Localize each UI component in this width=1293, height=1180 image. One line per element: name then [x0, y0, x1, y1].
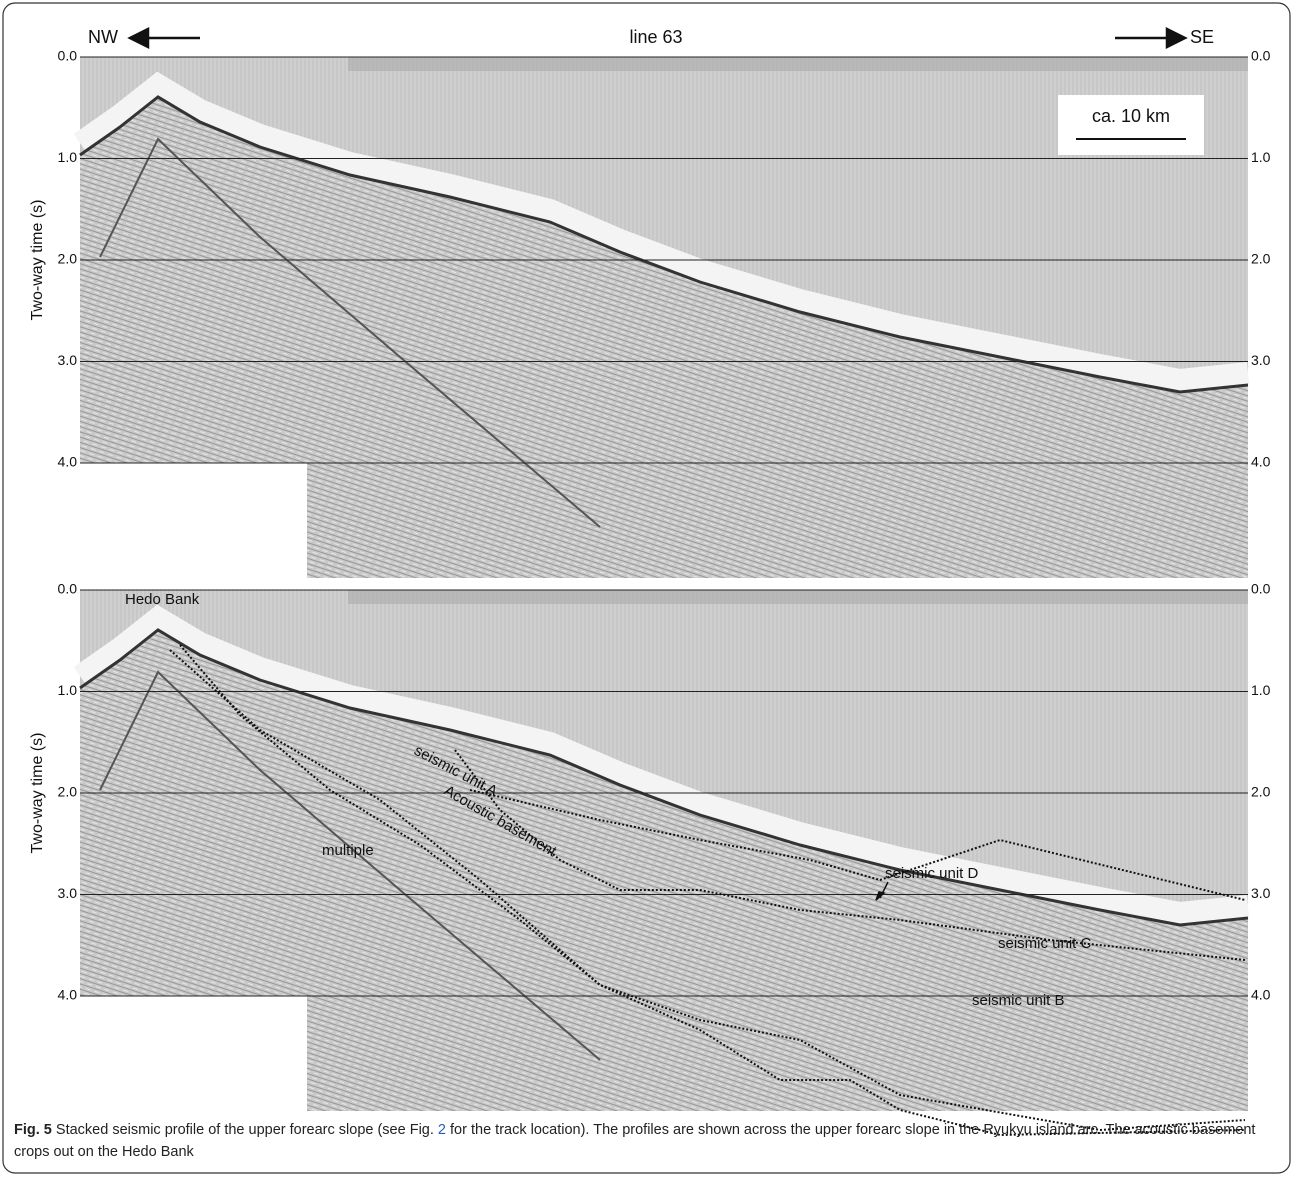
- y-tick-label: 0.0: [1251, 581, 1271, 597]
- page: 0.0 0.0 1.0 1.0 2.0 2.0 3.0 3.0 4.0 4.0 Two-way ti…: [0, 0, 1293, 1180]
- annotation: multiple: [322, 842, 374, 859]
- y-axis-label: Two-way time (s): [29, 200, 46, 321]
- water-noise: [348, 57, 1248, 71]
- annotation: Hedo Bank: [125, 591, 200, 608]
- caption-text: Stacked seismic profile of the upper for…: [56, 1122, 438, 1138]
- y-tick-label: 2.0: [58, 784, 78, 800]
- arrow-right: [1115, 29, 1185, 47]
- y-tick-label: 2.0: [1251, 784, 1271, 800]
- y-tick-label: 3.0: [58, 885, 78, 901]
- direction-se: SE: [1190, 27, 1214, 47]
- y-tick-label: 3.0: [58, 352, 78, 368]
- y-tick-label: 1.0: [1251, 682, 1271, 698]
- profile-title: line 63: [629, 27, 682, 47]
- y-tick-label: 4.0: [1251, 454, 1271, 470]
- y-tick-label: 1.0: [58, 149, 78, 165]
- seismic-panel: 0.0 0.0 1.0 1.0 2.0 2.0 3.0 3.0 4.0 4.0 Two-way ti…: [29, 581, 1270, 1111]
- water-noise: [348, 590, 1248, 604]
- y-tick-label: 4.0: [1251, 987, 1271, 1003]
- annotation: seismic unit D: [885, 865, 979, 882]
- y-tick-label: 1.0: [1251, 149, 1271, 165]
- y-tick-label: 0.0: [1251, 48, 1271, 64]
- y-tick-label: 3.0: [1251, 885, 1271, 901]
- panels: 0.0 0.0 1.0 1.0 2.0 2.0 3.0 3.0 4.0 4.0 Two-way ti…: [29, 48, 1270, 1135]
- arrow-left: [130, 29, 200, 47]
- y-tick-label: 1.0: [58, 682, 78, 698]
- y-tick-label: 0.0: [58, 48, 78, 64]
- y-tick-label: 2.0: [58, 251, 78, 267]
- y-tick-label: 3.0: [1251, 352, 1271, 368]
- direction-nw: NW: [88, 27, 118, 47]
- y-tick-label: 2.0: [1251, 251, 1271, 267]
- caption-label: Fig. 5: [14, 1122, 52, 1138]
- y-tick-label: 4.0: [58, 987, 78, 1003]
- y-axis-label: Two-way time (s): [29, 733, 46, 854]
- y-tick-label: 4.0: [58, 454, 78, 470]
- scale-bar-label: ca. 10 km: [1092, 106, 1170, 126]
- y-tick-label: 0.0: [58, 581, 78, 597]
- annotation: seismic unit B: [972, 992, 1065, 1009]
- annotation: seismic unit C: [998, 935, 1092, 952]
- caption-ref[interactable]: 2: [438, 1122, 446, 1138]
- caption: Fig. 5 Stacked seismic profile of the up…: [14, 1119, 1276, 1163]
- figure: 0.0 0.0 1.0 1.0 2.0 2.0 3.0 3.0 4.0 4.0 Two-way ti…: [0, 0, 1293, 1180]
